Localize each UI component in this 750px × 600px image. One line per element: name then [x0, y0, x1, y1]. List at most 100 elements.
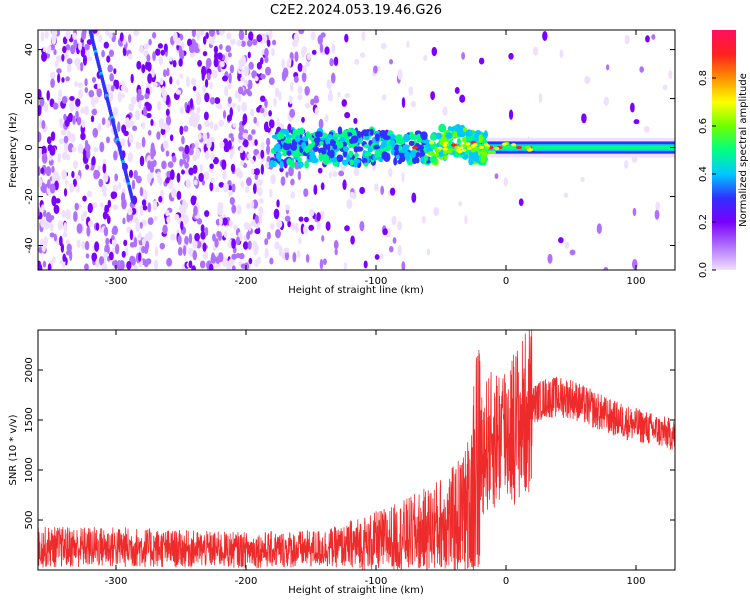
heatmap-cell [91, 109, 97, 116]
heatmap-cell [169, 134, 174, 142]
heatmap-cell [268, 77, 275, 85]
heatmap-cell [461, 144, 467, 148]
heatmap-cell [159, 242, 165, 250]
heatmap-cell [580, 176, 585, 183]
heatmap-cell [261, 33, 268, 44]
heatmap-cell [104, 204, 108, 215]
heatmap-cell [209, 181, 214, 192]
heatmap-cell [348, 143, 353, 149]
heatmap-cell [158, 56, 164, 65]
heatmap-cell [668, 70, 673, 80]
heatmap-cell [361, 31, 366, 42]
heatmap-cell [645, 35, 650, 43]
heatmap-cell [167, 180, 174, 190]
heatmap-cell [279, 160, 284, 169]
heatmap-cell [286, 158, 293, 166]
heatmap-cell [284, 251, 290, 261]
heatmap-cell [51, 195, 57, 207]
heatmap-cell [72, 160, 79, 170]
colorbar-tick-label: 0.8 [698, 70, 709, 86]
heatmap-cell [292, 252, 297, 263]
heatmap-cell [248, 61, 254, 70]
heatmap-cell [478, 134, 484, 144]
heatmap-cell [101, 262, 108, 270]
heatmap-cell [101, 50, 105, 58]
heatmap-cell [401, 145, 408, 152]
heatmap-cell [406, 40, 410, 48]
heatmap-cell [218, 44, 223, 50]
heatmap-cell [38, 131, 42, 143]
heatmap-cell [341, 159, 348, 165]
heatmap-cell [222, 217, 228, 226]
heatmap-cell [321, 146, 327, 156]
heatmap-cell [118, 182, 122, 190]
snr-xlabel: Height of straight line (km) [288, 585, 424, 596]
heatmap-cell [80, 132, 86, 141]
heatmap-cell [121, 124, 127, 134]
heatmap-cell [217, 231, 222, 242]
heatmap-cell [392, 237, 397, 244]
heatmap-cell [226, 260, 232, 270]
heatmap-cell [420, 156, 425, 164]
heatmap-cell [213, 57, 219, 68]
heatmap-cell [105, 237, 110, 246]
heatmap-cell [229, 107, 233, 118]
heatmap-cell [427, 151, 435, 156]
heatmap-cell [65, 44, 71, 51]
heatmap-cell [281, 58, 286, 69]
heatmap-cell [139, 206, 144, 217]
heatmap-cell [177, 235, 182, 246]
heatmap-cell [624, 160, 629, 169]
heatmap-cell [135, 221, 141, 232]
heatmap-cell [160, 49, 165, 56]
heatmap-cell [43, 102, 49, 112]
heatmap-cell [214, 238, 219, 248]
heatmap-cell [120, 138, 126, 147]
heatmap-cell [253, 116, 257, 124]
heatmap-cell [247, 51, 251, 59]
heatmap-cell [355, 146, 364, 152]
heatmap-cell [165, 115, 172, 126]
heatmap-cell [191, 30, 196, 38]
heatmap-cell [304, 145, 310, 154]
heatmap-cell [62, 232, 68, 238]
heatmap-cell [247, 240, 252, 250]
heatmap-cell [581, 113, 587, 124]
heatmap-cell [651, 34, 656, 40]
heatmap-cell [435, 132, 442, 140]
y-tick-label: -40 [24, 237, 35, 253]
heatmap-cell [344, 111, 351, 119]
heatmap-cell [409, 149, 416, 159]
heatmap-cell [317, 167, 323, 174]
heatmap-cell [412, 145, 418, 150]
heatmap-cell [170, 233, 176, 241]
heatmap-cell [146, 102, 152, 112]
heatmap-cell [73, 211, 78, 222]
x-tick-label: -300 [105, 276, 128, 287]
heatmap-cell [312, 146, 320, 152]
heatmap-cell [243, 262, 250, 270]
heatmap-cell [40, 167, 45, 175]
heatmap-cell [393, 144, 399, 152]
heatmap-cell [166, 216, 171, 224]
heatmap-cell [174, 213, 180, 221]
heatmap-cell [274, 241, 280, 250]
heatmap-cell [119, 259, 125, 270]
heatmap-cell [62, 36, 68, 45]
heatmap-cell [454, 87, 460, 94]
heatmap-cell [401, 97, 406, 108]
heatmap-cell [248, 257, 253, 265]
heatmap-cell [132, 125, 138, 132]
heatmap-cell [128, 103, 135, 112]
heatmap-cell [120, 192, 126, 203]
heatmap-cell [221, 256, 228, 267]
heatmap-cell [268, 159, 276, 168]
y-tick-label: 1500 [24, 407, 35, 432]
heatmap-cell [238, 59, 243, 70]
heatmap-cell [147, 129, 152, 136]
heatmap-cell [197, 132, 202, 140]
heatmap-cell [380, 253, 384, 260]
heatmap-cell [91, 76, 97, 83]
heatmap-cell [159, 77, 164, 86]
